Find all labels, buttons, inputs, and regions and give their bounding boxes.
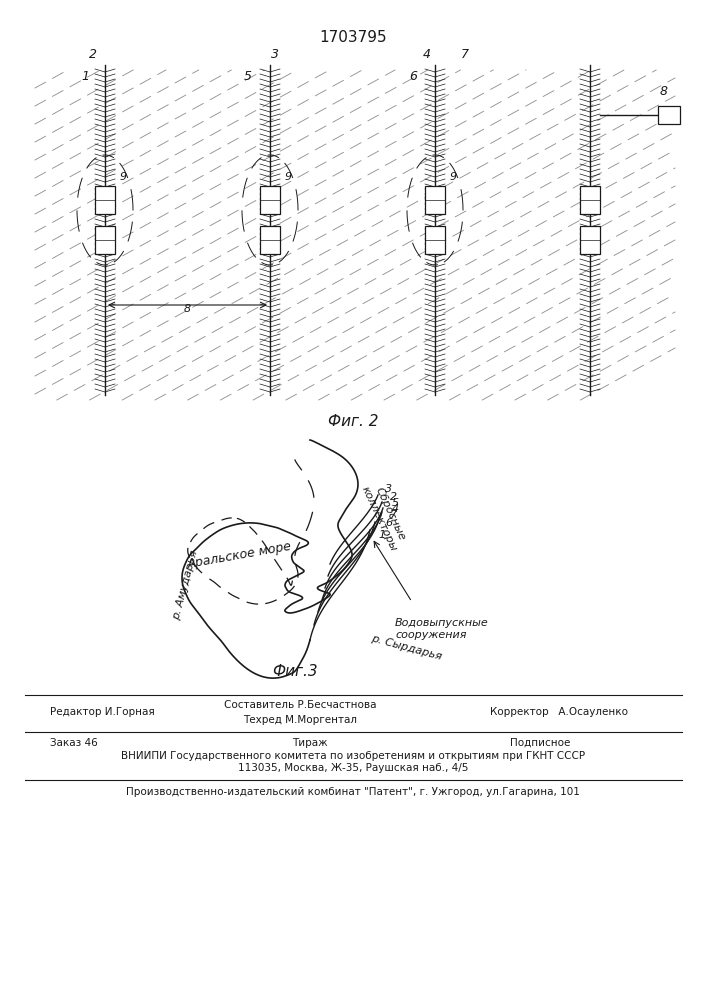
Text: 2: 2	[89, 48, 97, 61]
Text: 9: 9	[285, 172, 292, 182]
Text: Фиг. 2: Фиг. 2	[328, 414, 378, 430]
Text: 2: 2	[390, 492, 397, 502]
Text: 5: 5	[244, 70, 252, 83]
Text: Водовыпускные
сооружения: Водовыпускные сооружения	[395, 618, 489, 640]
Text: р. Амударья: р. Амударья	[171, 549, 199, 621]
Text: 5: 5	[392, 498, 399, 508]
Text: 8: 8	[184, 304, 191, 314]
Text: 6: 6	[385, 518, 392, 528]
Text: 3: 3	[271, 48, 279, 61]
Text: 113035, Москва, Ж-35, Раушская наб., 4/5: 113035, Москва, Ж-35, Раушская наб., 4/5	[238, 763, 468, 773]
Text: 8: 8	[660, 85, 668, 98]
Bar	[260, 186, 280, 214]
Text: Заказ 46: Заказ 46	[50, 738, 98, 748]
Text: 7: 7	[461, 48, 469, 61]
Text: 1703795: 1703795	[319, 30, 387, 45]
Text: 4: 4	[423, 48, 431, 61]
Text: Редактор И.Горная: Редактор И.Горная	[50, 707, 155, 717]
Text: 9: 9	[450, 172, 457, 182]
Text: р. Сырдарья: р. Сырдарья	[370, 634, 443, 662]
Bar	[580, 186, 600, 214]
Bar	[580, 226, 600, 254]
Text: 3: 3	[385, 484, 392, 494]
Text: 4: 4	[392, 504, 399, 514]
Text: 6: 6	[409, 70, 417, 83]
Text: Подписное: Подписное	[510, 738, 571, 748]
Bar	[425, 186, 445, 214]
Text: Техред М.Моргентал: Техред М.Моргентал	[243, 715, 357, 725]
Text: 7: 7	[390, 510, 397, 520]
Text: Производственно-издательский комбинат "Патент", г. Ужгород, ул.Гагарина, 101: Производственно-издательский комбинат "П…	[126, 787, 580, 797]
Bar	[260, 226, 280, 254]
Text: 1: 1	[81, 70, 89, 83]
Text: Фиг.3: Фиг.3	[272, 664, 318, 680]
Text: 1: 1	[378, 530, 385, 540]
Text: Аральское море: Аральское море	[187, 539, 293, 571]
Bar	[95, 186, 115, 214]
Bar	[425, 226, 445, 254]
Bar	[658, 106, 680, 124]
Text: Сбросные
коллекторы: Сбросные коллекторы	[360, 480, 409, 553]
Text: Составитель Р.Бесчастнова: Составитель Р.Бесчастнова	[223, 700, 376, 710]
Text: 9: 9	[120, 172, 127, 182]
Text: Корректор   А.Осауленко: Корректор А.Осауленко	[490, 707, 628, 717]
Text: Тираж: Тираж	[292, 738, 328, 748]
Text: ВНИИПИ Государственного комитета по изобретениям и открытиям при ГКНТ СССР: ВНИИПИ Государственного комитета по изоб…	[121, 751, 585, 761]
Bar	[95, 226, 115, 254]
